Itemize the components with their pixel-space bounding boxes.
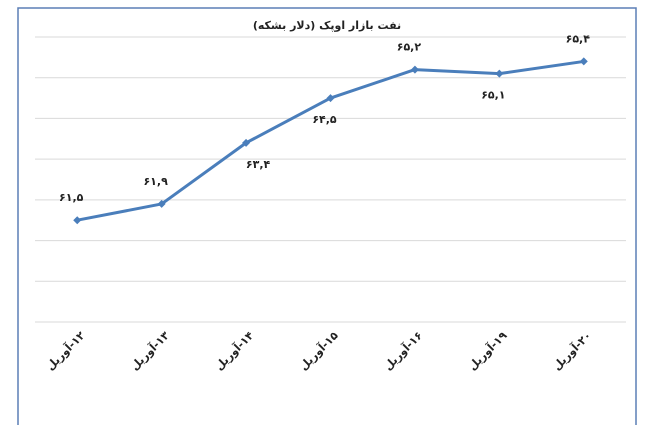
data-label: ۶۴,۵: [312, 113, 337, 126]
marker: [242, 138, 251, 147]
data-label: ۶۵,۴: [566, 32, 591, 45]
marker: [326, 94, 335, 103]
marker: [410, 65, 419, 74]
data-label: ۶۱,۹: [143, 175, 168, 188]
data-label: ۶۵,۱: [481, 89, 505, 102]
marker: [495, 69, 504, 78]
marker: [579, 57, 588, 66]
marker: [73, 216, 82, 225]
data-label: ۶۳,۴: [246, 158, 271, 171]
chart-title: نفت بازار اوپک (دلار بشکه): [253, 19, 401, 32]
chart-frame: [17, 7, 637, 425]
data-label: ۶۵,۲: [397, 41, 422, 54]
marker: [157, 199, 166, 208]
data-label: ۶۱,۵: [59, 191, 84, 204]
